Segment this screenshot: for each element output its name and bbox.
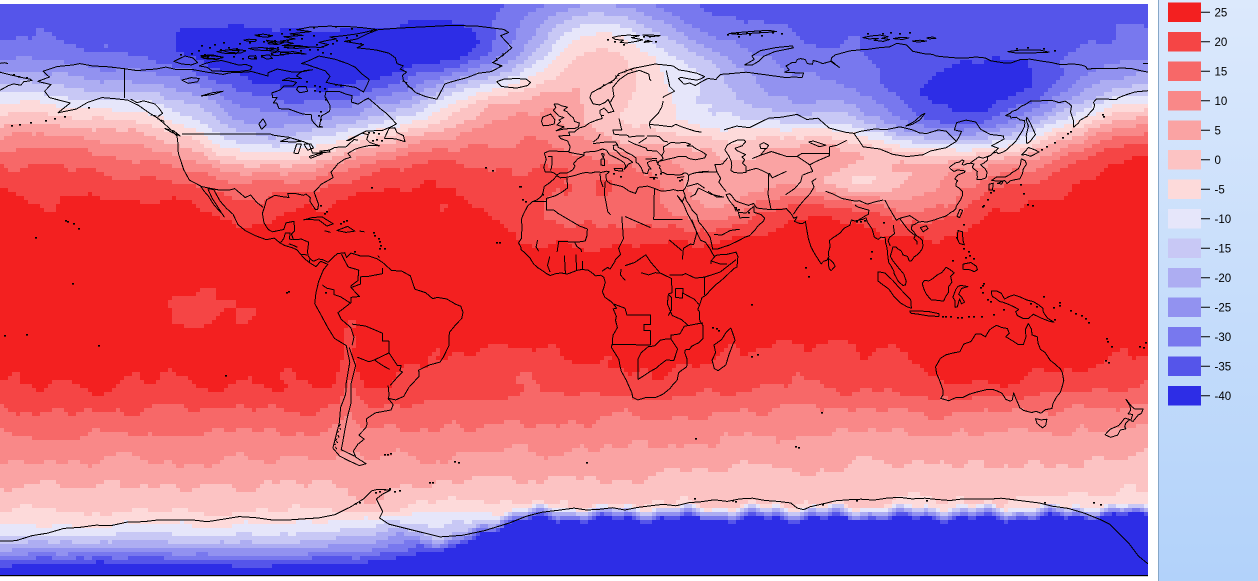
svg-text:-15: -15 (1215, 243, 1232, 255)
svg-text:0: 0 (1215, 155, 1221, 167)
svg-text:-35: -35 (1215, 361, 1232, 373)
svg-text:-5: -5 (1215, 184, 1225, 196)
svg-text:-40: -40 (1215, 391, 1232, 403)
svg-text:10: 10 (1215, 96, 1228, 108)
svg-text:-25: -25 (1215, 302, 1232, 314)
svg-text:-10: -10 (1215, 214, 1232, 226)
svg-text:25: 25 (1215, 7, 1228, 19)
svg-text:20: 20 (1215, 37, 1228, 49)
svg-text:5: 5 (1215, 125, 1221, 137)
svg-text:-30: -30 (1215, 332, 1232, 344)
svg-text:-20: -20 (1215, 273, 1232, 285)
svg-text:15: 15 (1215, 66, 1228, 78)
